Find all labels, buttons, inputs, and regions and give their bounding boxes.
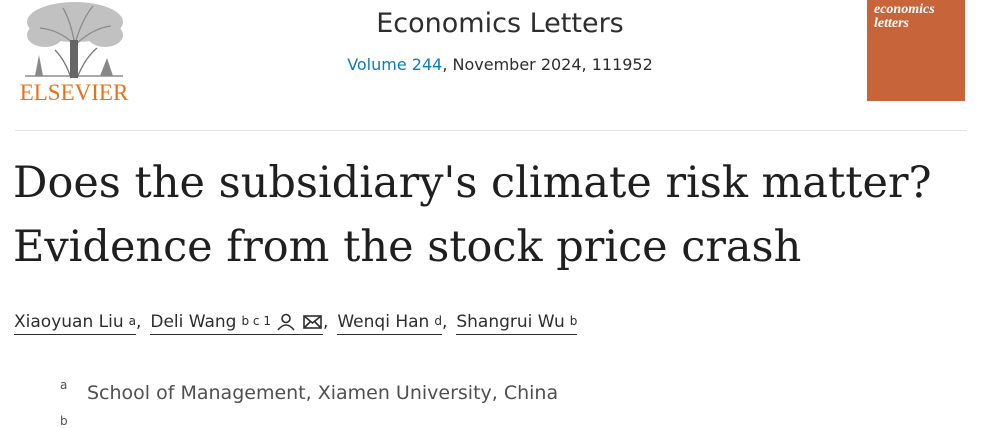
cover-text: economics xyxy=(874,2,935,17)
volume-link[interactable]: Volume 244 xyxy=(347,55,443,74)
publisher-logo-text: ELSEVIER xyxy=(19,80,129,105)
article-title: Evidence from the stock price crash xyxy=(13,222,802,272)
issue-info: Volume 244, November 2024, 111952 xyxy=(250,55,750,74)
author-name: Xiaoyuan Liu xyxy=(14,312,124,332)
author-link[interactable]: Deli Wang b c 1 xyxy=(150,312,323,335)
elsevier-logo xyxy=(25,2,123,79)
author-link[interactable]: Xiaoyuan Liu a xyxy=(14,312,136,335)
separator: , xyxy=(135,312,142,332)
separator: , xyxy=(441,312,448,332)
author-affiliation-ref: b xyxy=(569,314,578,328)
author-list: Xiaoyuan Liu a, Deli Wang b c 1, Wenqi Han d,… xyxy=(14,312,578,335)
author-affiliation-ref: b c 1 xyxy=(241,314,271,328)
author-link[interactable]: Shangrui Wu b xyxy=(456,312,578,335)
author-icons[interactable] xyxy=(277,313,323,331)
journal-name[interactable]: Economics Letters xyxy=(376,8,624,39)
article-title: Does the subsidiary's climate risk matte… xyxy=(13,158,932,208)
cover-text: letters xyxy=(874,16,909,31)
affiliation-text: School of Management, Xiamen University,… xyxy=(87,382,559,404)
issue-details: , November 2024, 111952 xyxy=(442,55,653,74)
affiliation-label: b xyxy=(60,414,68,428)
author-name: Shangrui Wu xyxy=(456,312,565,332)
journal-cover[interactable]: economics letters xyxy=(867,0,965,101)
affiliation: a School of Management, Xiamen University… xyxy=(60,378,559,404)
divider xyxy=(15,130,967,131)
author-affiliation-ref: d xyxy=(434,314,442,328)
separator: , xyxy=(322,312,329,332)
author-link[interactable]: Wenqi Han d xyxy=(337,312,442,335)
author-affiliation-ref: a xyxy=(128,314,136,328)
author-name: Deli Wang xyxy=(150,312,237,332)
author-name: Wenqi Han xyxy=(337,312,430,332)
affiliation-label: a xyxy=(60,378,68,392)
